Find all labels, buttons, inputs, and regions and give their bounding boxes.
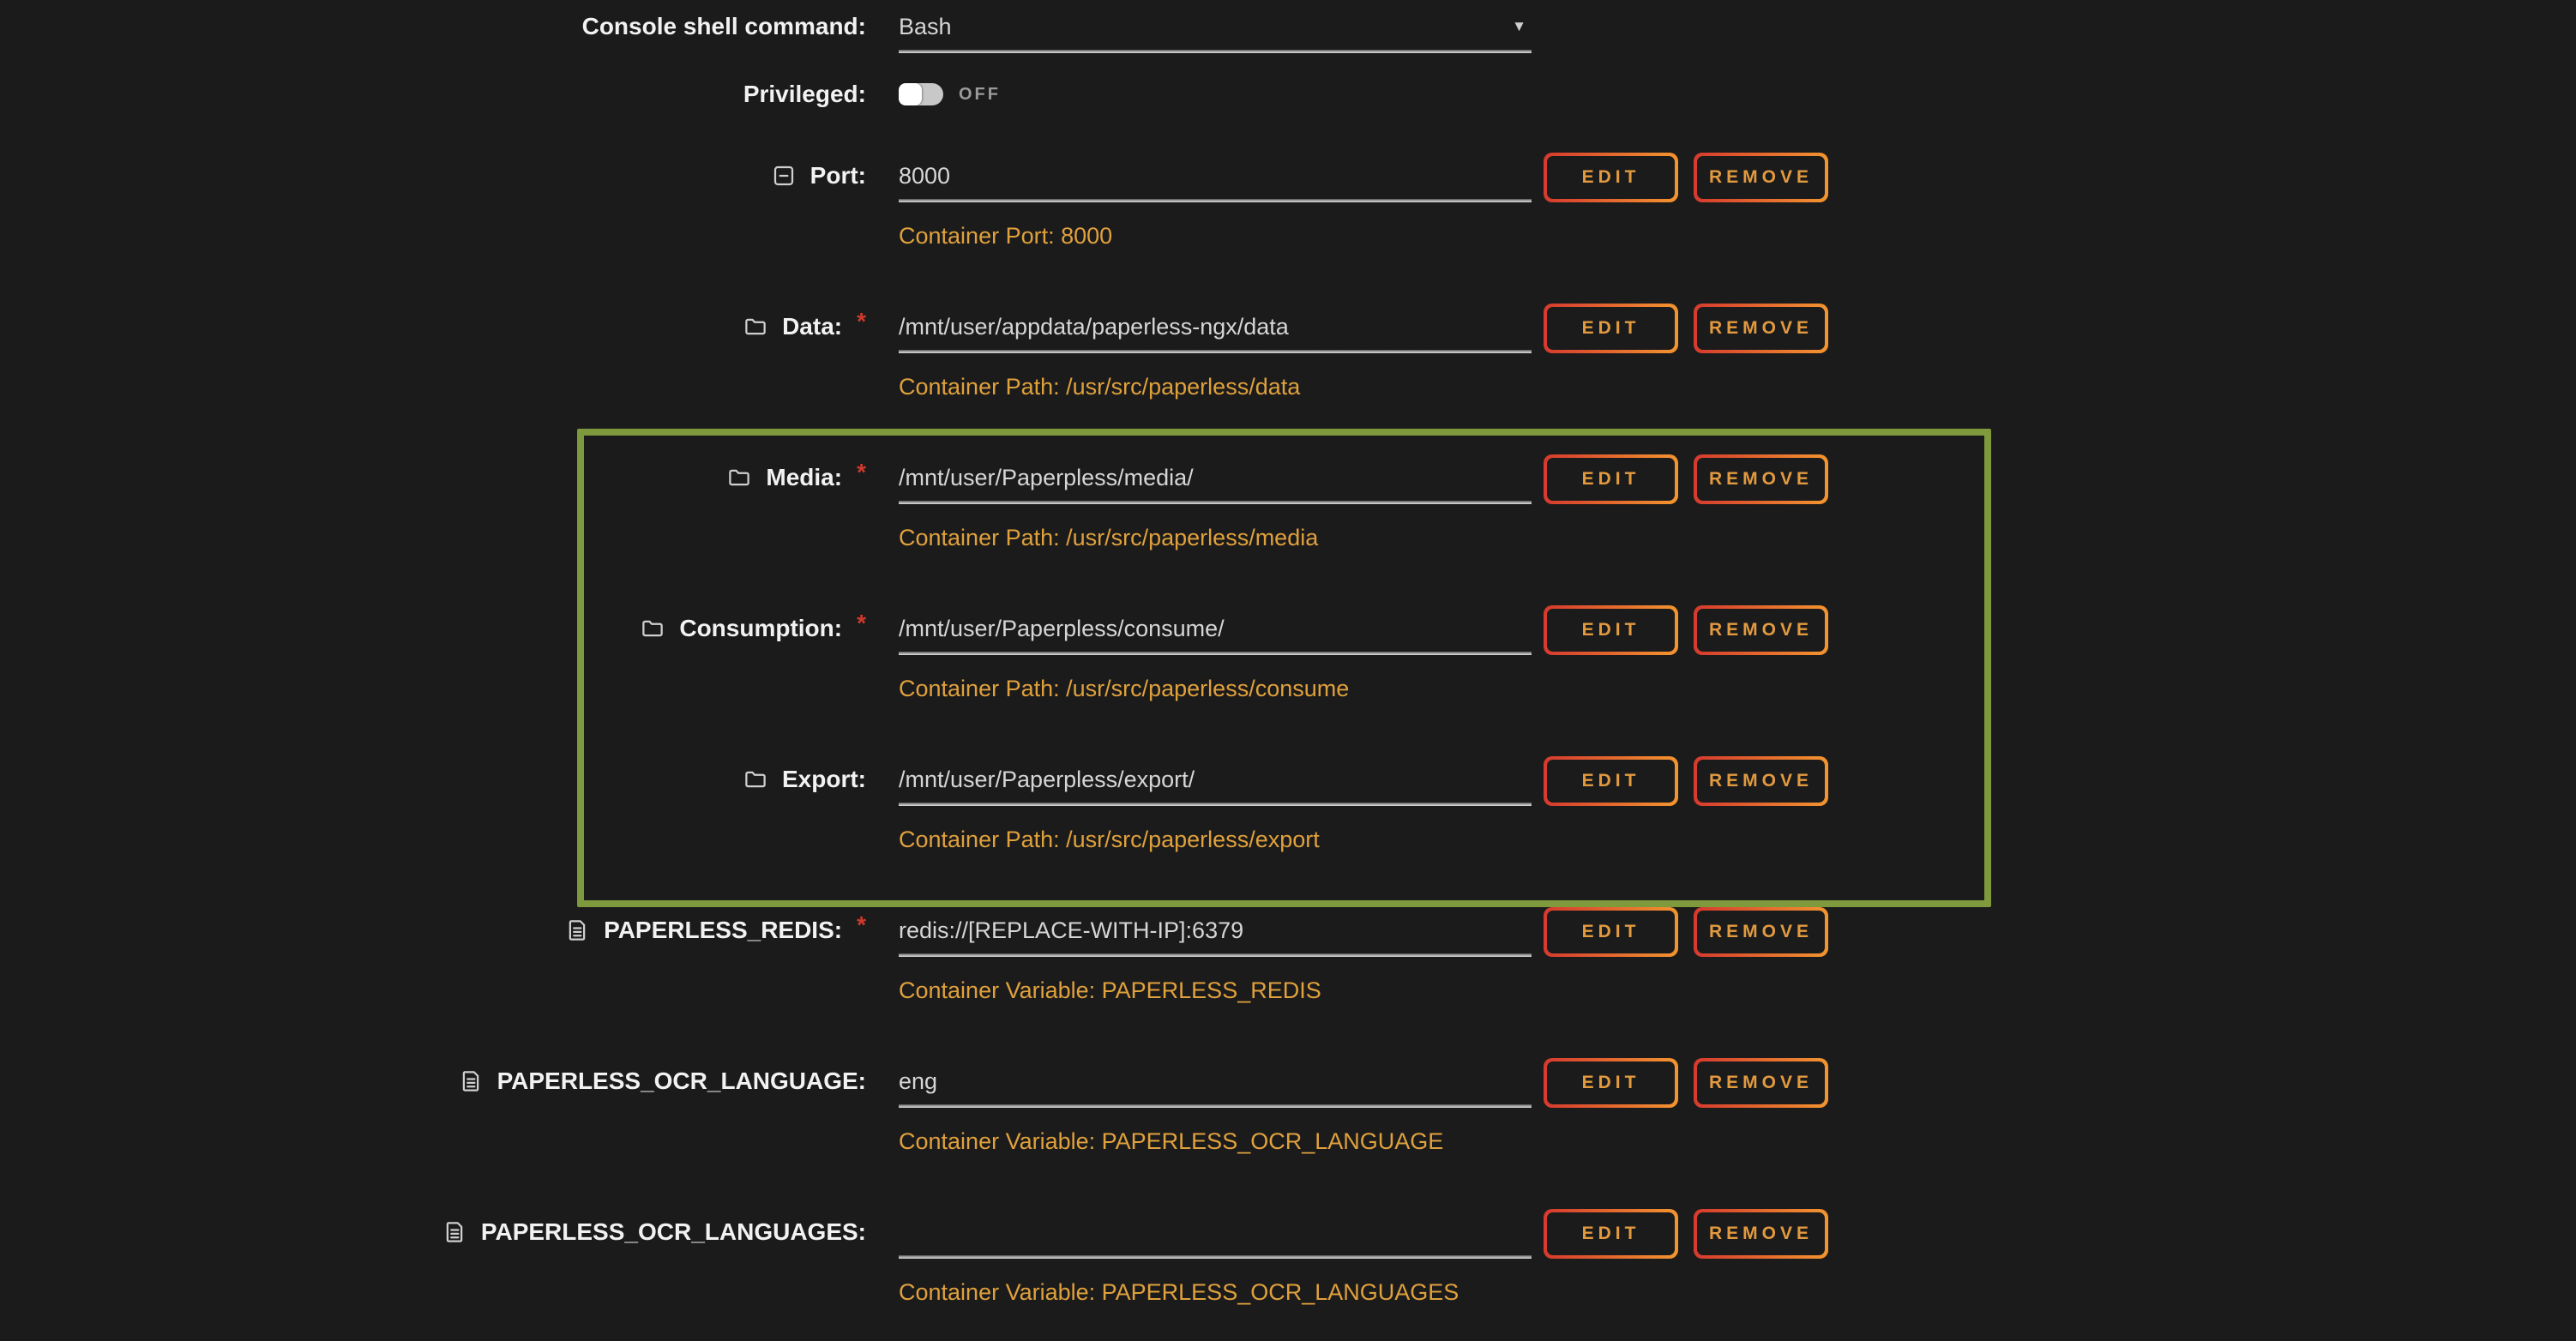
port-icon [770,162,797,189]
remove-button[interactable]: REMOVE [1694,605,1828,655]
paperless-ocr-languages-description: Container Variable: PAPERLESS_OCR_LANGUA… [899,1279,1460,1305]
edit-button[interactable]: EDIT [1544,756,1678,806]
toggle-knob [899,83,922,105]
export-label: Export: [782,766,866,792]
remove-button[interactable]: REMOVE [1694,756,1828,806]
paperless-redis-description: Container Variable: PAPERLESS_REDIS [899,977,1321,1003]
export-description: Container Path: /usr/src/paperless/expor… [899,827,1320,852]
console-shell-command-select[interactable]: Bash ▼ [899,3,1532,50]
edit-button[interactable]: EDIT [1544,304,1678,353]
remove-button[interactable]: REMOVE [1694,1058,1828,1108]
edit-button[interactable]: EDIT [1544,605,1678,655]
media-path-input[interactable]: /mnt/user/Paperpless/media/ [899,464,1194,490]
data-label: Data: [782,313,843,340]
required-marker: * [857,911,866,938]
remove-button[interactable]: REMOVE [1694,153,1828,202]
port-description: Container Port: 8000 [899,223,1113,249]
edit-button[interactable]: EDIT [1544,153,1678,202]
remove-button[interactable]: REMOVE [1694,304,1828,353]
console-shell-command-label: Console shell command: [581,13,866,39]
paperless-ocr-languages-input[interactable] [899,1209,1532,1255]
port-row: Port: 8000 Container Port: 8000 EDIT REM… [0,153,1828,250]
file-icon [457,1067,485,1095]
paperless-redis-label: PAPERLESS_REDIS: [604,917,843,943]
input-underline [899,350,1532,353]
edit-button[interactable]: EDIT [1544,907,1678,957]
export-path-input[interactable]: /mnt/user/Paperpless/export/ [899,766,1195,792]
file-icon [441,1218,468,1246]
media-label: Media: [766,464,843,490]
remove-button[interactable]: REMOVE [1694,907,1828,957]
edit-button[interactable]: EDIT [1544,454,1678,504]
edit-button[interactable]: EDIT [1544,1209,1678,1259]
input-underline [899,1255,1532,1259]
consumption-description: Container Path: /usr/src/paperless/consu… [899,676,1350,701]
paperless-ocr-languages-row: PAPERLESS_OCR_LANGUAGES: Container Varia… [0,1209,1828,1306]
paperless-ocr-language-row: PAPERLESS_OCR_LANGUAGE: eng Container Va… [0,1058,1828,1155]
input-underline [899,1104,1532,1108]
input-underline [899,199,1532,202]
paperless-redis-row: PAPERLESS_REDIS: * redis://[REPLACE-WITH… [0,907,1828,1004]
privileged-toggle[interactable] [899,83,943,105]
folder-icon [725,464,753,491]
consumption-row: Consumption: * /mnt/user/Paperpless/cons… [0,605,1828,702]
remove-button[interactable]: REMOVE [1694,1209,1828,1259]
consumption-path-input[interactable]: /mnt/user/Paperpless/consume/ [899,615,1225,641]
required-marker: * [857,308,866,334]
data-row: Data: * /mnt/user/appdata/paperless-ngx/… [0,304,1828,400]
paperless-ocr-language-label: PAPERLESS_OCR_LANGUAGE: [497,1067,866,1094]
required-marker: * [857,459,866,485]
file-icon [563,917,591,944]
console-shell-command-value: Bash [899,13,952,39]
input-underline [899,803,1532,806]
dropdown-arrow-icon: ▼ [1512,18,1526,34]
input-underline [899,652,1532,655]
privileged-state-label: OFF [959,84,1001,104]
paperless-ocr-language-input[interactable]: eng [899,1067,938,1094]
paperless-ocr-language-description: Container Variable: PAPERLESS_OCR_LANGUA… [899,1128,1444,1154]
input-underline [899,953,1532,957]
data-path-input[interactable]: /mnt/user/appdata/paperless-ngx/data [899,313,1289,340]
required-marker: * [857,610,866,636]
input-underline [899,50,1532,53]
consumption-label: Consumption: [679,615,843,641]
export-row: Export: /mnt/user/Paperpless/export/ Con… [0,756,1828,853]
port-label: Port: [810,162,866,189]
port-input[interactable]: 8000 [899,162,951,189]
input-underline [899,501,1532,504]
folder-icon [742,766,769,793]
folder-icon [742,313,769,340]
remove-button[interactable]: REMOVE [1694,454,1828,504]
paperless-redis-input[interactable]: redis://[REPLACE-WITH-IP]:6379 [899,917,1244,943]
privileged-row: Privileged: OFF [0,71,1001,117]
console-shell-command-row: Console shell command: Bash ▼ [0,3,1532,53]
paperless-ocr-languages-label: PAPERLESS_OCR_LANGUAGES: [480,1218,866,1245]
media-description: Container Path: /usr/src/paperless/media [899,525,1319,550]
privileged-label: Privileged: [743,81,866,107]
folder-icon [639,615,666,642]
data-description: Container Path: /usr/src/paperless/data [899,374,1301,400]
media-row: Media: * /mnt/user/Paperpless/media/ Con… [0,454,1828,551]
edit-button[interactable]: EDIT [1544,1058,1678,1108]
